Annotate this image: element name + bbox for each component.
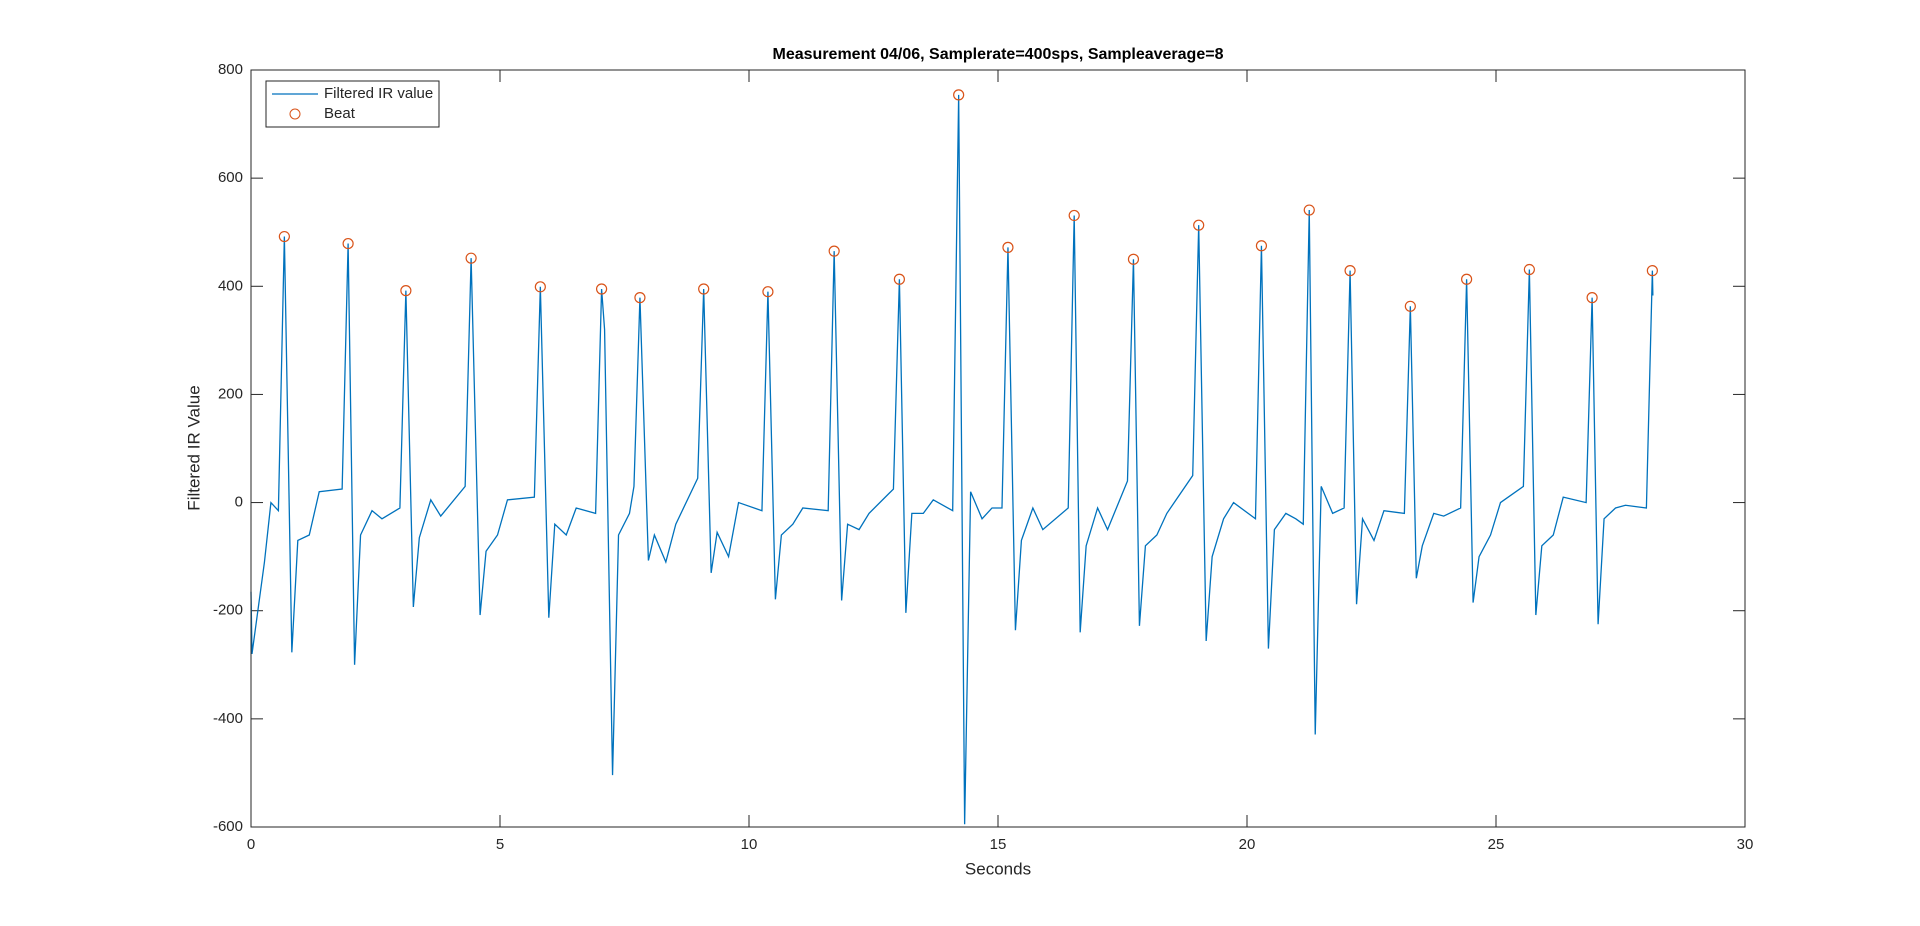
axes-box (250, 69, 1746, 828)
x-tick-label: 30 (1737, 836, 1754, 853)
x-tick-label: 5 (496, 836, 504, 853)
plot-area (251, 70, 1745, 827)
x-tick-label: 15 (990, 836, 1007, 853)
signal-line (250, 94, 1654, 825)
x-tick-label: 25 (1488, 836, 1505, 853)
x-tick-label: 10 (741, 836, 758, 853)
legend-marker (289, 108, 301, 120)
beat-marker (400, 285, 412, 297)
beat-marker (595, 283, 608, 295)
x-axis-label: Seconds (965, 859, 1031, 878)
y-tick-label: 800 (218, 61, 243, 78)
beat-marker (893, 273, 905, 285)
beat-marker (534, 281, 546, 293)
beat-marker (698, 283, 710, 295)
y-tick-label: -200 (213, 602, 243, 619)
x-tick-label: 0 (247, 836, 255, 853)
y-tick-label: 600 (218, 169, 243, 186)
beat-marker (465, 252, 477, 264)
beat-marker (1523, 263, 1535, 276)
y-tick-label: 200 (218, 385, 243, 402)
beat-marker (1193, 219, 1205, 231)
beat-marker (762, 286, 774, 298)
chart-title: Measurement 04/06, Samplerate=400sps, Sa… (773, 46, 1224, 63)
beat-marker (1303, 204, 1315, 216)
beat-marker (1127, 253, 1140, 265)
beat-marker (828, 245, 840, 257)
beat-marker (278, 230, 290, 243)
beat-marker (1068, 209, 1080, 222)
beat-marker (634, 292, 646, 304)
beat-marker (342, 237, 354, 250)
legend-label: Filtered IR value (324, 85, 433, 102)
y-tick-label: 0 (235, 494, 243, 511)
beat-marker (1255, 240, 1268, 252)
y-tick-label: -600 (213, 818, 243, 835)
y-tick-label: -400 (213, 710, 243, 727)
beat-marker (1586, 292, 1598, 304)
y-axis-label: Filtered IR Value (184, 385, 203, 510)
beat-marker (1646, 265, 1658, 277)
legend-label: Beat (324, 105, 356, 122)
beat-marker (1461, 273, 1473, 285)
beat-marker (1404, 300, 1416, 312)
beat-marker (1002, 241, 1014, 253)
y-tick-label: 400 (218, 277, 243, 294)
beat-marker (1344, 265, 1356, 277)
beat-marker (953, 89, 965, 101)
x-tick-label: 20 (1239, 836, 1256, 853)
